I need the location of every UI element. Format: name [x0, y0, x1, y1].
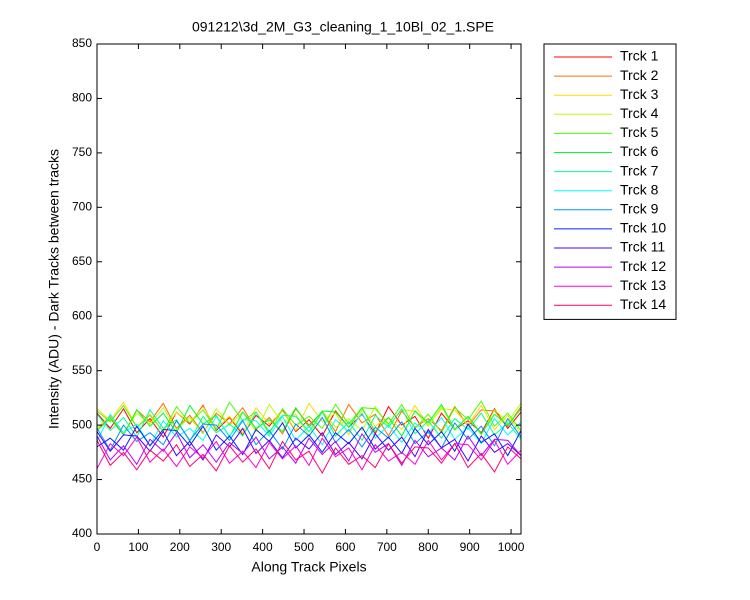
x-tick-label: 200: [170, 540, 190, 554]
y-tick-label: 850: [72, 36, 92, 50]
x-tick-label: 100: [128, 540, 148, 554]
x-tick-label: 500: [294, 540, 314, 554]
x-tick-label: 700: [377, 540, 397, 554]
y-axis-label: Intensity (ADU) - Dark Tracks between tr…: [46, 149, 62, 429]
legend-label: Trck 4: [620, 105, 659, 121]
y-tick-label: 600: [72, 308, 92, 322]
y-tick-label: 400: [72, 526, 92, 540]
legend-label: Trck 11: [620, 239, 665, 255]
series-line: [96, 403, 522, 439]
series-line: [96, 400, 522, 435]
x-tick-label: 900: [460, 540, 480, 554]
series-line: [96, 402, 522, 438]
legend-label: Trck 14: [620, 296, 666, 312]
legend-label: Trck 12: [620, 258, 666, 274]
legend-label: Trck 1: [620, 48, 659, 64]
legend-label: Trck 5: [620, 124, 659, 140]
x-tick-label: 600: [335, 540, 355, 554]
y-tick-label: 800: [72, 91, 92, 105]
y-tick-label: 650: [72, 254, 92, 268]
series-line: [96, 416, 522, 452]
series-line: [96, 421, 522, 457]
series-line: [96, 427, 522, 463]
legend-box: [543, 43, 677, 320]
legend-label: Trck 8: [620, 181, 659, 197]
chart-title: 091212\3d_2M_G3_cleaning_1_10Bl_02_1.SPE: [192, 19, 494, 35]
x-tick-label: 400: [253, 540, 273, 554]
y-tick-label: 500: [72, 417, 92, 431]
x-tick-label: 800: [418, 540, 438, 554]
plot-area: [97, 44, 521, 534]
y-tick-label: 550: [72, 363, 92, 377]
x-axis-label: Along Track Pixels: [251, 559, 366, 575]
axes-box: [96, 43, 522, 535]
x-tick-label: 300: [211, 540, 231, 554]
legend-label: Trck 3: [620, 86, 659, 102]
legend-label: Trck 2: [620, 67, 659, 83]
series-line: [96, 404, 522, 440]
legend: Trck 1 Trck 2 Trck 3 Trck 4 Trck 5 Trck 6 Trck…: [543, 43, 677, 320]
legend-label: Trck 10: [620, 220, 666, 236]
series-line: [96, 431, 522, 467]
legend-label: Trck 13: [620, 277, 666, 293]
legend-label: Trck 6: [620, 143, 659, 159]
y-tick-label: 450: [72, 472, 92, 486]
series-line: [96, 440, 522, 475]
x-tick-label: 1000: [498, 540, 525, 554]
legend-label: Trck 7: [620, 162, 659, 178]
legend-label: Trck 9: [620, 201, 659, 217]
y-tick-label: 750: [72, 145, 92, 159]
y-tick-label: 700: [72, 200, 92, 214]
x-tick-label: 0: [94, 540, 101, 554]
